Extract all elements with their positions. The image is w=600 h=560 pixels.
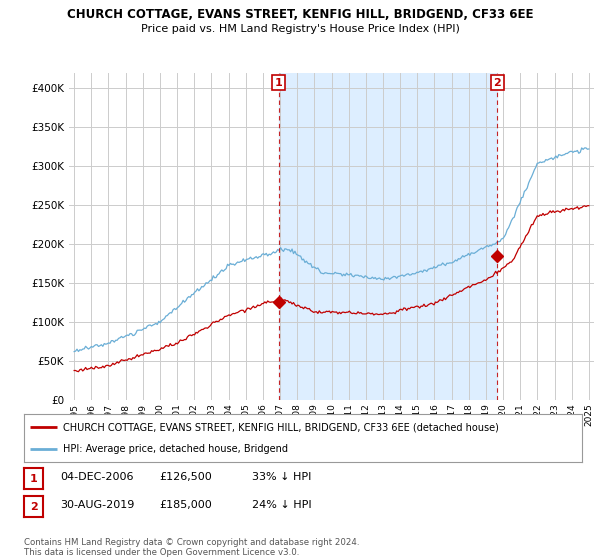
Text: HPI: Average price, detached house, Bridgend: HPI: Average price, detached house, Brid… — [63, 444, 288, 454]
Text: 30-AUG-2019: 30-AUG-2019 — [60, 500, 134, 510]
Text: £126,500: £126,500 — [159, 472, 212, 482]
Text: Price paid vs. HM Land Registry's House Price Index (HPI): Price paid vs. HM Land Registry's House … — [140, 24, 460, 34]
Text: 2: 2 — [494, 78, 501, 87]
Bar — [278, 73, 497, 400]
Text: CHURCH COTTAGE, EVANS STREET, KENFIG HILL, BRIDGEND, CF33 6EE (detached house): CHURCH COTTAGE, EVANS STREET, KENFIG HIL… — [63, 422, 499, 432]
Text: 1: 1 — [30, 474, 37, 484]
Text: Contains HM Land Registry data © Crown copyright and database right 2024.
This d: Contains HM Land Registry data © Crown c… — [24, 538, 359, 557]
Text: 24% ↓ HPI: 24% ↓ HPI — [252, 500, 311, 510]
Text: 2: 2 — [30, 502, 37, 512]
Text: 33% ↓ HPI: 33% ↓ HPI — [252, 472, 311, 482]
Text: CHURCH COTTAGE, EVANS STREET, KENFIG HILL, BRIDGEND, CF33 6EE: CHURCH COTTAGE, EVANS STREET, KENFIG HIL… — [67, 8, 533, 21]
Text: 04-DEC-2006: 04-DEC-2006 — [60, 472, 133, 482]
Text: £185,000: £185,000 — [159, 500, 212, 510]
Text: 1: 1 — [275, 78, 283, 87]
